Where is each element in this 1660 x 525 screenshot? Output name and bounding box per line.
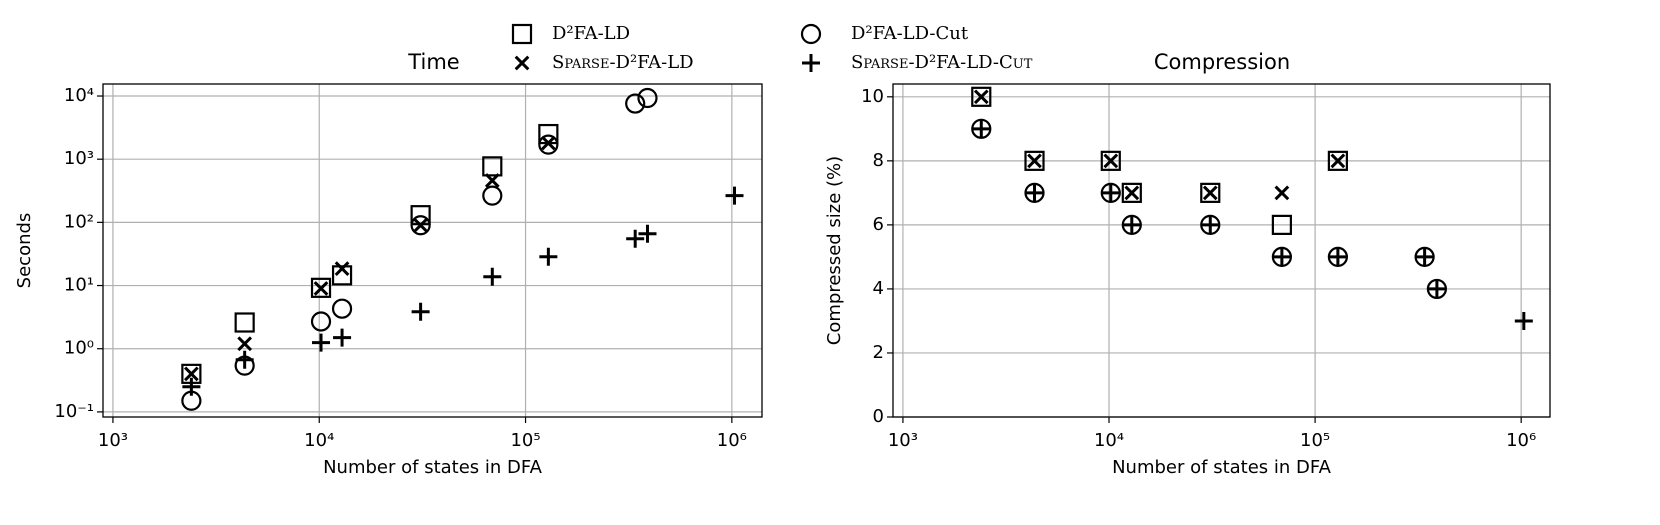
marker [184, 366, 199, 382]
marker [971, 86, 992, 107]
marker [638, 224, 657, 243]
marker [237, 336, 253, 352]
y-tick-label: 10⁻¹ [54, 401, 94, 422]
marker [1100, 150, 1121, 171]
marker [235, 350, 254, 369]
legend-label: Sparse-D²FA-LD [552, 52, 694, 73]
y-tick-label: 10³ [64, 148, 94, 169]
y-axis-label: Compressed size (%) [824, 156, 845, 345]
y-tick-label: 8 [873, 150, 884, 171]
marker [1103, 153, 1119, 169]
marker [234, 312, 255, 333]
x-tick-label: 10³ [888, 430, 918, 451]
marker [1025, 183, 1044, 202]
marker [482, 185, 503, 206]
marker [1027, 153, 1042, 169]
y-tick-label: 10¹ [64, 275, 94, 296]
plot-frame [892, 83, 1551, 418]
chart-title: Time [407, 50, 459, 74]
marker [539, 247, 558, 266]
x-tick-label: 10³ [98, 430, 128, 451]
marker [1272, 247, 1291, 266]
marker [637, 87, 658, 109]
legend-marker [800, 23, 822, 45]
legend-marker [514, 55, 530, 71]
plot-frame [102, 83, 763, 418]
marker [1327, 150, 1348, 171]
marker [625, 93, 646, 114]
x-tick-label: 10⁵ [510, 430, 540, 451]
marker [310, 277, 332, 298]
marker [1330, 153, 1346, 169]
marker [1121, 182, 1142, 203]
y-tick-label: 10⁰ [64, 338, 94, 359]
legend-label: D²FA-LD-Cut [851, 23, 969, 44]
marker [313, 281, 329, 296]
marker [312, 333, 331, 352]
marker [973, 89, 989, 105]
y-tick-label: 2 [873, 342, 884, 363]
marker [483, 267, 502, 286]
marker [1024, 150, 1045, 171]
marker [538, 134, 559, 155]
marker [334, 261, 350, 277]
marker [1124, 185, 1140, 201]
x-tick-label: 10⁶ [717, 430, 747, 451]
marker [1202, 185, 1218, 201]
chart-title: Compression [1154, 50, 1290, 74]
marker [1101, 183, 1120, 202]
x-tick-label: 10⁶ [1506, 430, 1536, 451]
legend-label: Sparse-D²FA-LD-Cut [851, 52, 1033, 73]
marker [972, 119, 991, 138]
marker [331, 298, 353, 319]
marker [331, 265, 353, 286]
marker [1328, 247, 1347, 266]
marker [182, 377, 201, 396]
marker [411, 302, 430, 321]
marker [725, 186, 744, 205]
y-axis-label: Seconds [14, 213, 35, 289]
y-tick-label: 10² [64, 211, 94, 232]
marker [1271, 214, 1292, 235]
marker [1274, 185, 1290, 201]
y-tick-label: 10 [861, 86, 884, 107]
marker [484, 173, 500, 188]
marker [410, 215, 431, 236]
marker [482, 156, 503, 177]
legend-marker [511, 23, 533, 45]
marker [626, 229, 645, 248]
x-axis-label: Number of states in DFA [323, 457, 542, 478]
marker [541, 135, 556, 151]
marker [413, 217, 428, 233]
marker [1427, 279, 1446, 298]
marker [310, 311, 332, 332]
marker [1201, 215, 1220, 234]
x-axis-label: Number of states in DFA [1112, 457, 1331, 478]
legend-label: D²FA-LD [552, 23, 630, 44]
legend-marker [802, 54, 820, 72]
y-tick-label: 0 [873, 406, 884, 427]
x-tick-label: 10⁴ [304, 430, 334, 451]
x-tick-label: 10⁵ [1300, 430, 1330, 451]
marker [538, 123, 559, 145]
x-tick-label: 10⁴ [1094, 430, 1124, 451]
marker [1200, 182, 1221, 203]
marker [1514, 311, 1533, 330]
marker [1415, 247, 1434, 266]
marker [333, 328, 352, 347]
y-tick-label: 10⁴ [64, 85, 94, 106]
y-tick-label: 6 [873, 214, 884, 235]
y-tick-label: 4 [873, 278, 884, 299]
marker [1122, 215, 1141, 234]
